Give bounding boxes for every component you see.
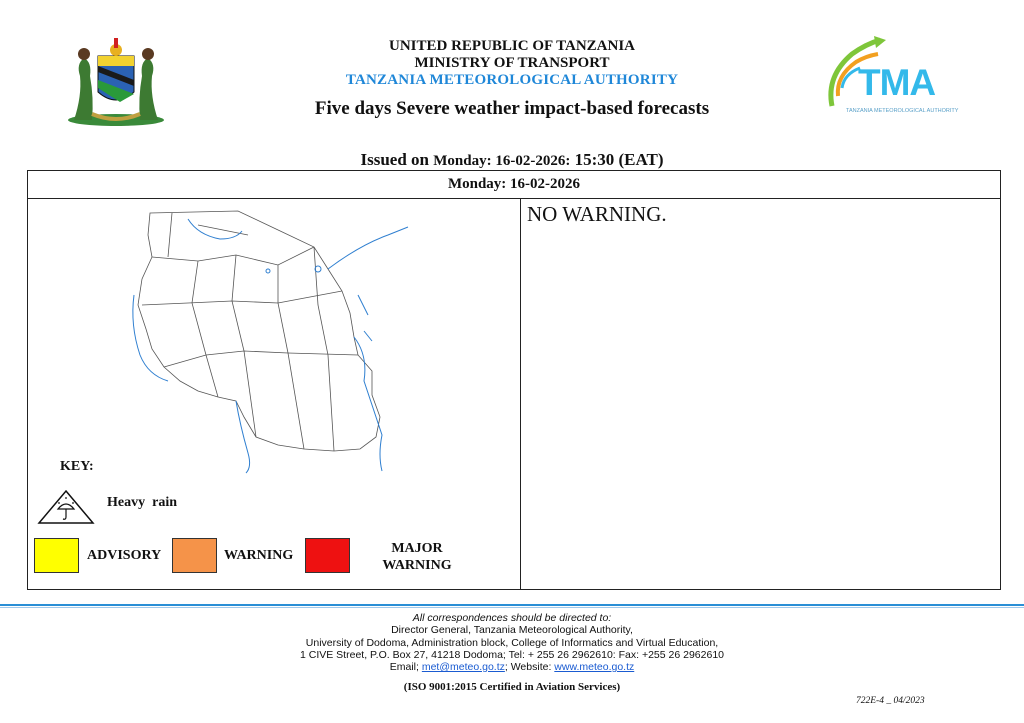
issued-prefix: Issued on bbox=[360, 150, 429, 169]
major-warning-line1: MAJOR bbox=[391, 541, 443, 556]
heavy-rain-icon bbox=[37, 489, 95, 525]
country-name: UNITED REPUBLIC OF TANZANIA bbox=[388, 38, 635, 54]
website-link[interactable]: www.meteo.go.tz bbox=[554, 661, 635, 673]
warning-status: NO WARNING. bbox=[527, 202, 667, 226]
warning-label: WARNING bbox=[224, 548, 294, 563]
warning-swatch bbox=[172, 538, 217, 573]
email-label: Email; bbox=[389, 661, 422, 673]
footer-links: Email; met@meteo.go.tz; Website: www.met… bbox=[0, 661, 1024, 673]
major-warning-swatch bbox=[305, 538, 350, 573]
footer-contact: 1 CIVE Street, P.O. Box 27, 41218 Dodoma… bbox=[300, 649, 724, 661]
footer-divider-light bbox=[0, 607, 1024, 608]
forecast-table bbox=[27, 170, 1001, 590]
footer-address: University of Dodoma, Administration blo… bbox=[305, 637, 719, 649]
tma-logo-text: TMA bbox=[858, 62, 936, 103]
authority-name: TANZANIA METEOROLOGICAL AUTHORITY bbox=[345, 72, 679, 88]
column-divider bbox=[520, 198, 521, 589]
tma-logo bbox=[822, 36, 952, 118]
heavy-rain-label: Heavy rain bbox=[107, 495, 177, 510]
footer-addressee: Director General, Tanzania Meteorologica… bbox=[391, 624, 633, 636]
major-warning-label: MAJOR WARNING bbox=[372, 540, 462, 574]
issued-time: 15:30 (EAT) bbox=[574, 150, 664, 169]
key-title: KEY: bbox=[60, 459, 94, 474]
footer-intro: All correspondences should be directed t… bbox=[412, 612, 612, 624]
major-warning-line2: WARNING bbox=[382, 558, 452, 573]
advisory-label: ADVISORY bbox=[87, 548, 162, 563]
issued-line: Issued on Monday: 16-02-2026: 15:30 (EAT… bbox=[0, 150, 1024, 170]
footer-divider bbox=[0, 604, 1024, 606]
coat-of-arms-logo bbox=[62, 36, 170, 128]
tma-logo-subtitle: TANZANIA METEOROLOGICAL AUTHORITY bbox=[846, 108, 959, 114]
forecast-day-header: Monday: 16-02-2026 bbox=[28, 171, 1000, 199]
website-label: ; Website: bbox=[504, 661, 555, 673]
advisory-swatch bbox=[34, 538, 79, 573]
tanzania-map bbox=[128, 205, 418, 475]
email-link[interactable]: met@meteo.go.tz bbox=[421, 661, 505, 673]
iso-certification: (ISO 9001:2015 Certified in Aviation Ser… bbox=[403, 681, 621, 693]
issued-date: Monday: 16-02-2026: bbox=[433, 153, 571, 169]
ministry-name: MINISTRY OF TRANSPORT bbox=[414, 55, 610, 71]
document-code: 722E-4 _ 04/2023 bbox=[856, 696, 925, 706]
page-title: Five days Severe weather impact-based fo… bbox=[314, 98, 710, 119]
